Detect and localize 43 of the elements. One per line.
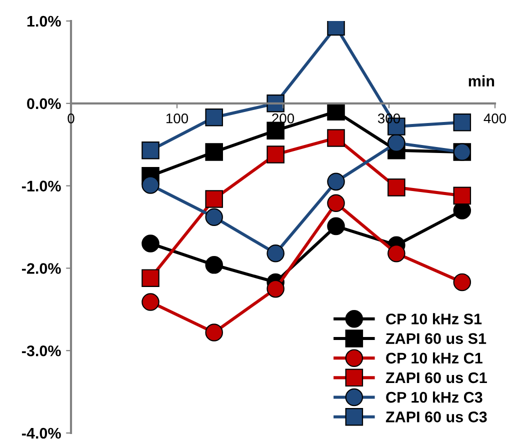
legend-label: ZAPI 60 us C3 bbox=[386, 412, 487, 422]
point bbox=[327, 129, 345, 147]
point bbox=[266, 280, 284, 298]
point bbox=[453, 273, 472, 292]
point bbox=[453, 113, 472, 132]
point bbox=[388, 178, 406, 196]
legend-label: CP 10 kHz C3 bbox=[386, 392, 482, 403]
x-tick-label: 0 bbox=[68, 113, 74, 124]
point bbox=[142, 234, 160, 252]
point bbox=[205, 108, 223, 126]
point bbox=[205, 208, 223, 226]
legend-label: CP 10 kHz C1 bbox=[386, 352, 482, 364]
y-tick-label: 0.0% bbox=[27, 98, 61, 110]
point bbox=[266, 94, 284, 112]
point bbox=[205, 143, 223, 161]
y-tick-label: -2.0% bbox=[22, 263, 61, 274]
point bbox=[142, 293, 160, 311]
point bbox=[205, 190, 223, 208]
legend-label: ZAPI 60 us S1 bbox=[386, 333, 486, 344]
point bbox=[327, 172, 345, 191]
y-tick-label: -4.0% bbox=[22, 428, 61, 439]
point bbox=[266, 122, 284, 140]
point bbox=[142, 269, 160, 287]
y-tick-label: -1.0% bbox=[22, 180, 61, 192]
point bbox=[327, 102, 345, 121]
legend-label: ZAPI 60 us C1 bbox=[386, 372, 487, 384]
point bbox=[205, 256, 223, 274]
point bbox=[453, 186, 472, 205]
point bbox=[327, 194, 345, 212]
point bbox=[205, 324, 223, 342]
x-tick-label: 400 bbox=[484, 113, 506, 124]
point bbox=[266, 244, 284, 262]
point bbox=[142, 176, 160, 194]
point bbox=[142, 141, 160, 160]
point bbox=[327, 217, 345, 236]
legend-label: CP 10 kHz S1 bbox=[386, 313, 482, 324]
x-tick-label: 100 bbox=[166, 113, 188, 124]
point bbox=[266, 146, 284, 164]
point bbox=[388, 244, 406, 262]
x-axis-title: min bbox=[468, 75, 494, 86]
y-tick-label: -3.0% bbox=[22, 345, 61, 356]
y-tick-label: 1.0% bbox=[27, 16, 61, 27]
point bbox=[388, 134, 406, 152]
